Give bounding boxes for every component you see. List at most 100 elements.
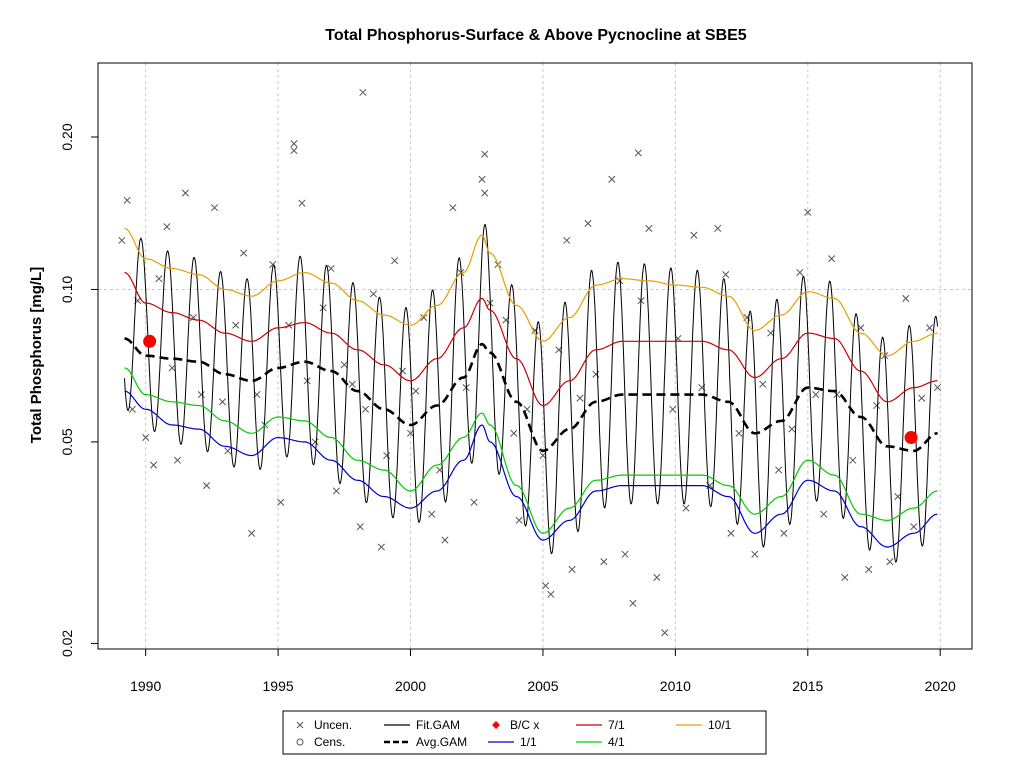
observation-point xyxy=(515,516,523,524)
observation-point xyxy=(542,582,550,590)
x-tick-label: 2015 xyxy=(792,678,823,694)
observation-point xyxy=(311,438,319,446)
observation-point xyxy=(441,536,449,544)
observation-point xyxy=(568,565,576,573)
legend-label: Uncen. xyxy=(314,718,352,732)
observation-point xyxy=(203,481,211,490)
observation-point xyxy=(584,219,592,228)
observation-point xyxy=(812,391,820,399)
observation-point xyxy=(399,367,407,375)
observation-point xyxy=(820,510,828,518)
observation-point xyxy=(361,405,370,413)
observation-point xyxy=(163,223,171,231)
observation-point xyxy=(902,294,910,302)
observation-point xyxy=(886,558,894,566)
observation-point xyxy=(634,149,642,157)
x-tick-label: 1995 xyxy=(263,678,294,694)
observation-point xyxy=(118,236,126,244)
bc-point xyxy=(143,334,157,348)
legend-label: Avg.GAM xyxy=(416,735,467,749)
observation-point xyxy=(576,394,584,402)
observation-point xyxy=(849,456,857,464)
observation-point xyxy=(277,498,285,506)
observation-point xyxy=(406,429,415,437)
observation-point xyxy=(348,380,356,388)
observation-point xyxy=(359,88,367,96)
observation-point xyxy=(232,321,240,329)
observation-point xyxy=(645,224,653,232)
observation-point xyxy=(865,565,873,573)
observation-point xyxy=(727,529,735,537)
observation-point xyxy=(934,384,942,392)
x-tick-label: 2005 xyxy=(527,678,558,694)
observation-point xyxy=(197,391,205,399)
x-tick-label: 2000 xyxy=(395,678,426,694)
observation-point xyxy=(592,370,600,378)
observation-point xyxy=(449,204,457,212)
legend: Uncen. Cens. Fit.GAM Avg.GAM B/C x 1/1 7/1 4/1 1… xyxy=(282,710,767,755)
x-axis: 1990 1995 2000 2005 2010 2015 2020 xyxy=(130,648,956,694)
observation-point xyxy=(894,492,902,501)
observation-point xyxy=(833,391,841,399)
observation-point xyxy=(653,573,661,581)
observation-point xyxy=(155,275,163,283)
series-avg-gam xyxy=(124,337,938,453)
observation-point xyxy=(128,405,136,413)
grid xyxy=(98,63,972,649)
observation-point xyxy=(780,529,788,537)
observation-point xyxy=(369,290,377,298)
observation-point xyxy=(926,324,934,332)
legend-label: 10/1 xyxy=(708,718,732,732)
observation-point xyxy=(319,304,327,312)
legend-box xyxy=(282,710,767,755)
y-tick-label: 0.20 xyxy=(59,123,75,150)
observation-point xyxy=(563,236,571,244)
observation-point xyxy=(481,189,489,197)
observation-point xyxy=(682,504,690,512)
y-tick-label: 0.02 xyxy=(59,630,75,657)
bc-point xyxy=(904,431,918,445)
series-lines xyxy=(124,224,939,563)
observation-point xyxy=(150,461,158,469)
observation-point xyxy=(327,264,335,273)
observation-point xyxy=(218,398,227,406)
observation-point xyxy=(828,255,836,263)
series-line-7-1 xyxy=(124,271,938,407)
legend-symbol-cens xyxy=(296,738,304,746)
series-line-1-1 xyxy=(124,390,938,548)
legend-label: 1/1 xyxy=(520,735,537,749)
legend-label: Cens. xyxy=(314,735,345,749)
y-axis-label: Total Phosphorus [mg/L] xyxy=(28,267,45,443)
observation-point xyxy=(714,224,722,232)
legend-label: 7/1 xyxy=(608,718,625,732)
observation-point xyxy=(420,314,428,322)
observation-point xyxy=(298,199,306,207)
observation-point xyxy=(478,175,486,183)
observation-point xyxy=(735,429,743,437)
observation-point xyxy=(722,271,730,279)
observation-point xyxy=(841,573,849,581)
observation-point xyxy=(210,204,219,212)
observation-point xyxy=(767,329,775,337)
observation-point xyxy=(621,550,629,558)
x-tick-label: 2010 xyxy=(660,678,691,694)
observation-point xyxy=(470,498,478,506)
legend-symbol-bc xyxy=(492,721,500,729)
observation-point xyxy=(690,231,698,239)
series-fit-gam xyxy=(124,224,939,563)
observation-point xyxy=(629,599,637,607)
x-tick-label: 1990 xyxy=(130,678,161,694)
legend-label: B/C x xyxy=(510,718,539,732)
series-line-10-1 xyxy=(124,227,938,357)
observation-point xyxy=(661,629,669,637)
observation-point xyxy=(356,523,364,531)
legend-label: Fit.GAM xyxy=(416,718,460,732)
observation-point xyxy=(788,425,796,433)
observation-point xyxy=(332,487,340,495)
observation-point xyxy=(142,433,150,442)
x-tick-label: 2020 xyxy=(925,678,956,694)
observation-point xyxy=(608,175,616,183)
observation-point xyxy=(428,510,436,518)
observation-point xyxy=(391,257,399,265)
